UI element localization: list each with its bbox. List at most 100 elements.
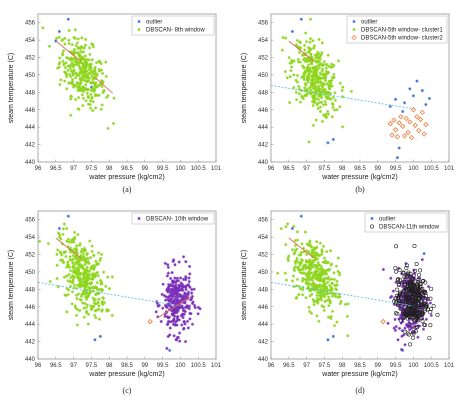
data-point <box>56 66 60 70</box>
data-point <box>63 42 67 46</box>
data-point <box>316 80 320 84</box>
data-point <box>400 299 404 303</box>
data-point <box>93 338 97 342</box>
data-point <box>401 109 405 114</box>
data-point <box>315 74 319 78</box>
data-point <box>320 85 325 89</box>
data-point <box>317 84 321 88</box>
data-point <box>399 347 404 352</box>
data-point <box>323 299 327 304</box>
data-point <box>181 255 186 259</box>
data-point <box>298 270 302 275</box>
data-point <box>288 75 292 79</box>
data-point <box>402 279 406 283</box>
data-point <box>82 46 87 50</box>
data-point <box>295 256 299 260</box>
data-point <box>77 74 81 78</box>
data-point <box>186 305 190 310</box>
data-point <box>308 59 312 63</box>
data-point <box>315 89 319 93</box>
data-point <box>310 83 315 87</box>
data-point <box>75 248 79 253</box>
data-point <box>319 284 323 289</box>
series-#8ed61e <box>276 222 350 338</box>
x-tick-label: 101 <box>444 363 455 369</box>
data-point <box>100 300 105 304</box>
series-#f07a3e <box>147 318 153 325</box>
data-point <box>188 264 192 269</box>
data-point <box>336 59 341 63</box>
data-point <box>63 293 67 297</box>
data-point <box>308 294 312 298</box>
data-point <box>329 97 333 101</box>
data-point <box>93 275 97 279</box>
data-point <box>93 297 98 302</box>
data-point <box>292 85 296 90</box>
data-point <box>172 280 177 284</box>
data-point <box>94 271 98 276</box>
data-point <box>309 263 313 267</box>
data-point <box>419 292 424 297</box>
data-point <box>310 99 315 104</box>
x-tick-label: 99 <box>141 166 148 172</box>
data-point <box>72 230 77 234</box>
data-point <box>330 286 334 291</box>
x-tick-label: 96.5 <box>50 166 62 172</box>
data-point <box>310 248 314 252</box>
data-point <box>309 251 314 255</box>
data-point <box>70 274 75 278</box>
data-point <box>424 102 428 107</box>
y-tick-label: 440 <box>25 160 36 166</box>
x-tick-label: 97.5 <box>319 363 331 369</box>
data-point <box>295 295 299 300</box>
data-point <box>349 89 354 93</box>
data-point <box>413 321 417 325</box>
data-point <box>67 273 71 277</box>
data-point <box>314 71 318 75</box>
data-point <box>54 39 58 43</box>
data-point <box>287 254 291 258</box>
data-point <box>307 72 311 76</box>
data-point <box>85 91 89 95</box>
data-point <box>86 293 90 297</box>
data-point <box>77 61 82 65</box>
data-point <box>100 103 104 107</box>
data-point <box>321 283 325 287</box>
data-point <box>168 326 172 330</box>
data-point <box>316 50 320 54</box>
data-point <box>410 298 414 302</box>
data-point <box>157 303 161 308</box>
data-point <box>89 277 94 281</box>
data-point <box>320 119 325 124</box>
data-point <box>81 290 85 294</box>
data-point <box>306 50 310 54</box>
data-point <box>66 68 70 72</box>
data-point <box>307 305 311 310</box>
data-point <box>60 253 64 257</box>
data-point <box>76 62 80 66</box>
data-point <box>307 240 312 245</box>
data-point <box>329 285 333 289</box>
data-point <box>415 304 420 309</box>
data-point <box>78 47 82 51</box>
data-point <box>320 96 324 100</box>
data-point <box>93 309 97 313</box>
data-point <box>166 322 170 326</box>
data-point <box>413 325 418 330</box>
data-point <box>326 141 330 145</box>
data-point <box>170 284 174 288</box>
data-point <box>167 299 171 303</box>
data-point <box>86 312 91 316</box>
data-point <box>298 268 302 272</box>
data-point <box>321 290 325 294</box>
data-point <box>413 298 418 303</box>
data-point <box>330 288 334 292</box>
data-point <box>97 317 102 321</box>
data-point <box>82 282 87 287</box>
data-point <box>332 271 336 275</box>
x-tick-label: 97.5 <box>319 166 331 172</box>
data-point <box>172 299 176 303</box>
data-point <box>91 266 95 270</box>
data-point <box>313 273 318 277</box>
data-point <box>57 62 61 66</box>
